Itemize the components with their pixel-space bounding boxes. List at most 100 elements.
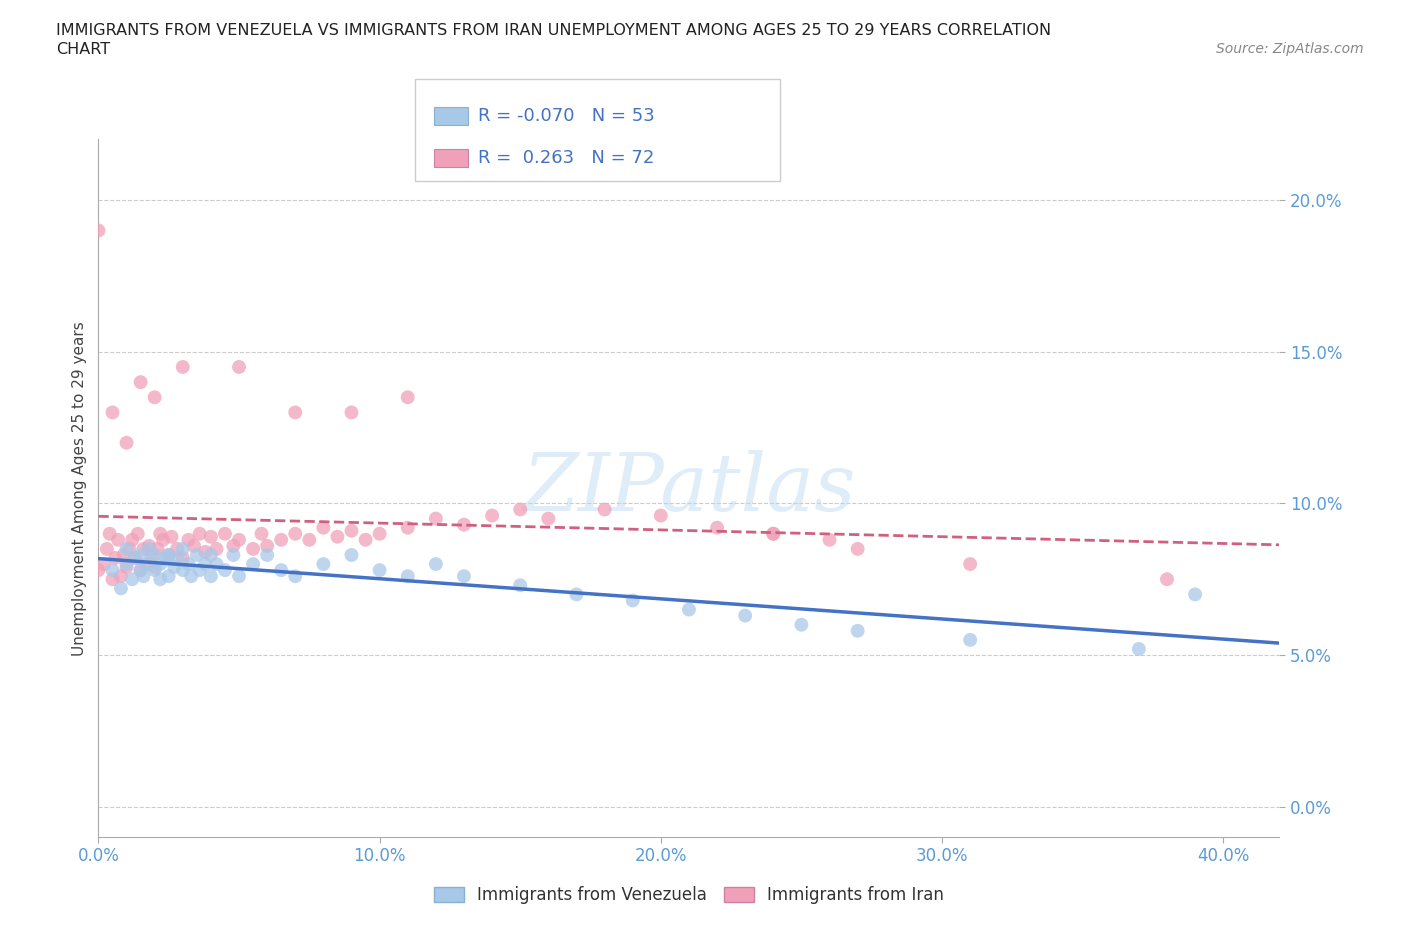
Point	[340, 548, 363, 563]
Point	[163, 560, 186, 575]
Point	[340, 524, 363, 538]
Point	[143, 548, 166, 563]
Point	[149, 526, 172, 541]
Point	[143, 390, 166, 405]
Point	[340, 405, 363, 419]
Point	[96, 541, 118, 556]
Point	[270, 532, 292, 547]
Point	[194, 557, 217, 572]
Point	[228, 569, 250, 584]
Point	[129, 563, 152, 578]
Point	[115, 541, 138, 556]
Point	[678, 602, 700, 617]
Point	[453, 517, 475, 532]
Point	[146, 541, 169, 556]
Point	[129, 548, 152, 563]
Point	[138, 557, 160, 572]
Point	[425, 512, 447, 526]
Text: CHART: CHART	[56, 42, 110, 57]
Point	[152, 532, 174, 547]
Point	[228, 532, 250, 547]
Point	[222, 548, 245, 563]
Point	[121, 572, 143, 587]
Point	[115, 557, 138, 572]
Point	[177, 557, 200, 572]
Point	[312, 557, 335, 572]
Text: R =  0.263   N = 72: R = 0.263 N = 72	[478, 149, 654, 167]
Point	[129, 375, 152, 390]
Point	[138, 541, 160, 556]
Point	[959, 632, 981, 647]
Point	[129, 563, 152, 578]
Point	[509, 578, 531, 592]
Point	[166, 541, 188, 556]
Point	[87, 563, 110, 578]
Point	[368, 526, 391, 541]
Point	[242, 541, 264, 556]
Point	[121, 532, 143, 547]
Point	[818, 532, 841, 547]
Y-axis label: Unemployment Among Ages 25 to 29 years: Unemployment Among Ages 25 to 29 years	[72, 321, 87, 656]
Point	[284, 526, 307, 541]
Point	[183, 538, 205, 553]
Point	[157, 548, 180, 563]
Point	[270, 563, 292, 578]
Point	[200, 569, 222, 584]
Point	[135, 557, 157, 572]
Point	[93, 557, 115, 572]
Point	[396, 569, 419, 584]
Point	[621, 593, 644, 608]
Point	[593, 502, 616, 517]
Point	[194, 544, 217, 559]
Point	[312, 520, 335, 535]
Point	[1184, 587, 1206, 602]
Point	[112, 548, 135, 563]
Point	[959, 557, 981, 572]
Point	[250, 526, 273, 541]
Point	[188, 526, 211, 541]
Point	[172, 360, 194, 375]
Point	[101, 563, 124, 578]
Point	[205, 557, 228, 572]
Point	[157, 548, 180, 563]
Text: Source: ZipAtlas.com: Source: ZipAtlas.com	[1216, 42, 1364, 56]
Text: IMMIGRANTS FROM VENEZUELA VS IMMIGRANTS FROM IRAN UNEMPLOYMENT AMONG AGES 25 TO : IMMIGRANTS FROM VENEZUELA VS IMMIGRANTS …	[56, 23, 1052, 38]
Point	[453, 569, 475, 584]
Point	[256, 538, 278, 553]
Legend: Immigrants from Venezuela, Immigrants from Iran: Immigrants from Venezuela, Immigrants fr…	[426, 878, 952, 912]
Point	[107, 532, 129, 547]
Point	[149, 557, 172, 572]
Point	[846, 541, 869, 556]
Point	[177, 532, 200, 547]
Point	[200, 529, 222, 544]
Point	[228, 360, 250, 375]
Point	[650, 508, 672, 523]
Point	[138, 538, 160, 553]
Point	[846, 623, 869, 638]
Point	[188, 563, 211, 578]
Point	[143, 560, 166, 575]
Point	[256, 548, 278, 563]
Point	[149, 572, 172, 587]
Point	[326, 529, 349, 544]
Point	[172, 541, 194, 556]
Point	[166, 551, 188, 565]
Point	[143, 563, 166, 578]
Point	[214, 526, 236, 541]
Point	[127, 526, 149, 541]
Point	[396, 520, 419, 535]
Point	[222, 538, 245, 553]
Point	[132, 541, 155, 556]
Point	[87, 223, 110, 238]
Point	[537, 512, 560, 526]
Point	[565, 587, 588, 602]
Point	[172, 551, 194, 565]
Point	[115, 560, 138, 575]
Point	[141, 548, 163, 563]
Point	[180, 569, 202, 584]
Point	[115, 435, 138, 450]
Text: R = -0.070   N = 53: R = -0.070 N = 53	[478, 107, 655, 126]
Point	[205, 541, 228, 556]
Point	[734, 608, 756, 623]
Point	[1128, 642, 1150, 657]
